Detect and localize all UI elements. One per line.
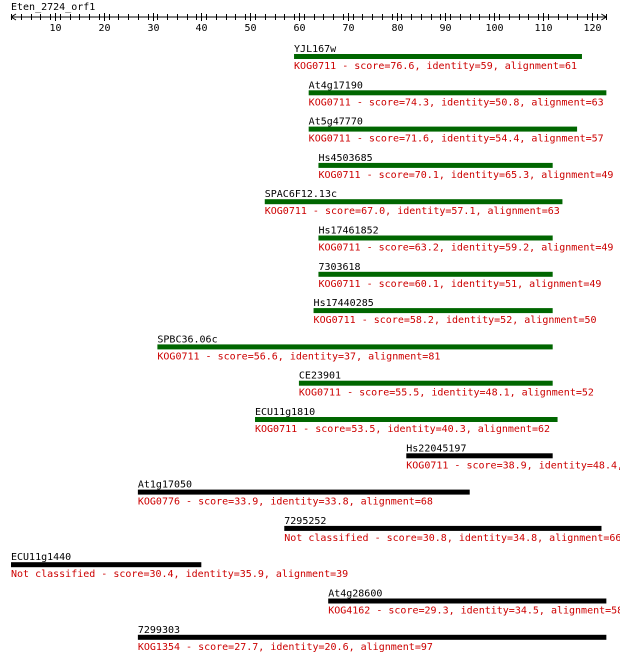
axis-tick-label: 100 bbox=[485, 23, 503, 34]
hit-name: At4g17190 bbox=[309, 80, 363, 91]
axis-tick-label: 20 bbox=[98, 23, 110, 34]
hit-description: KOG0711 - score=53.5, identity=40.3, ali… bbox=[255, 424, 550, 435]
axis-tick-label: 80 bbox=[391, 23, 403, 34]
hit-bar bbox=[406, 453, 553, 459]
hit-name: 7303618 bbox=[318, 262, 360, 273]
hit-row: Hs4503685 KOG0711 - score=70.1, identity=… bbox=[318, 153, 613, 181]
hit-bar bbox=[157, 344, 553, 350]
hit-description: KOG0711 - score=70.1, identity=65.3, ali… bbox=[318, 170, 613, 181]
hit-row: Hs22045197 KOG0711 - score=38.9, identity… bbox=[406, 443, 620, 471]
hit-row: At1g17050 KOG0776 - score=33.9, identity=… bbox=[137, 480, 470, 508]
hit-bar bbox=[313, 308, 553, 314]
hit-row: 7295252 Not classified - score=30.8, iden… bbox=[284, 516, 620, 544]
hit-row: Hs17440285 KOG0711 - score=58.2, identity… bbox=[313, 298, 597, 326]
ruler-axis: 10 20 30 40 50 60 70 80 90 100 110 120 bbox=[10, 13, 607, 34]
hit-name: YJL167w bbox=[294, 44, 337, 55]
hit-name: ECU11g1440 bbox=[11, 552, 71, 563]
hit-name: At4g28600 bbox=[328, 589, 382, 600]
hit-name: Hs22045197 bbox=[406, 443, 466, 454]
hit-row: At4g17190 KOG0711 - score=74.3, identity=… bbox=[308, 80, 607, 108]
hit-row: ECU11g1440 Not classified - score=30.4, i… bbox=[11, 552, 348, 580]
hit-name: SPAC6F12.13c bbox=[265, 189, 337, 200]
hit-bar bbox=[11, 562, 202, 568]
hit-bar bbox=[318, 162, 553, 168]
hit-description: KOG1354 - score=27.7, identity=20.6, ali… bbox=[138, 642, 433, 653]
hit-name: 7295252 bbox=[284, 516, 326, 527]
query-title: Eten_2724_orf1 bbox=[11, 2, 95, 13]
hit-description: KOG0711 - score=60.1, identity=51, align… bbox=[318, 279, 601, 290]
hit-bar bbox=[255, 417, 558, 422]
hit-list: YJL167w KOG0711 - score=76.6, identity=59… bbox=[11, 44, 620, 653]
hit-row: 7303618 KOG0711 - score=60.1, identity=51… bbox=[318, 262, 601, 290]
axis-tick-label: 60 bbox=[293, 23, 305, 34]
hit-description: KOG0711 - score=58.2, identity=52, align… bbox=[314, 315, 597, 326]
hit-description: KOG0711 - score=56.6, identity=37, align… bbox=[157, 351, 440, 362]
axis-tick-label: 70 bbox=[342, 23, 354, 34]
hit-description: KOG0711 - score=55.5, identity=48.1, ali… bbox=[299, 388, 594, 399]
hit-description: KOG0711 - score=67.0, identity=57.1, ali… bbox=[265, 206, 560, 217]
axis-tick-label: 50 bbox=[244, 23, 256, 34]
hit-bar bbox=[298, 380, 553, 386]
hit-name: SPBC36.06c bbox=[157, 334, 217, 345]
hit-name: At1g17050 bbox=[138, 480, 192, 491]
hit-name: At5g47770 bbox=[309, 117, 363, 128]
hit-bar bbox=[264, 199, 563, 205]
hit-name: Hs4503685 bbox=[318, 153, 372, 164]
hit-description: KOG0711 - score=74.3, identity=50.8, ali… bbox=[309, 97, 604, 108]
hit-bar bbox=[308, 126, 578, 132]
hit-description: Not classified - score=30.4, identity=35… bbox=[11, 569, 348, 580]
hit-bar bbox=[137, 634, 607, 640]
hit-description: KOG0711 - score=71.6, identity=54.4, ali… bbox=[309, 134, 604, 145]
axis-right-arrow bbox=[601, 13, 607, 21]
hit-name: 7299303 bbox=[138, 625, 180, 636]
hit-row: At5g47770 KOG0711 - score=71.6, identity=… bbox=[308, 117, 604, 145]
hit-description: KOG0711 - score=76.6, identity=59, align… bbox=[294, 61, 577, 72]
axis-tick-label: 110 bbox=[534, 23, 552, 34]
hit-bar bbox=[328, 598, 607, 604]
hit-row: SPBC36.06c KOG0711 - score=56.6, identity… bbox=[157, 334, 553, 362]
axis-tick-label: 90 bbox=[439, 23, 451, 34]
hit-row: 7299303 KOG1354 - score=27.7, identity=20… bbox=[137, 625, 607, 653]
hit-row: SPAC6F12.13c KOG0711 - score=67.0, identi… bbox=[264, 189, 563, 217]
hit-bar bbox=[294, 54, 582, 59]
axis-tick-label: 30 bbox=[147, 23, 159, 34]
axis-tick-label: 40 bbox=[195, 23, 207, 34]
hit-description: KOG4162 - score=29.3, identity=34.5, ali… bbox=[328, 606, 620, 617]
hit-row: ECU11g1810 KOG0711 - score=53.5, identity… bbox=[255, 407, 558, 435]
axis-tick-label: 10 bbox=[49, 23, 61, 34]
hit-row: Hs17461852 KOG0711 - score=63.2, identity… bbox=[318, 226, 613, 254]
hit-bar bbox=[318, 235, 553, 241]
hit-name: ECU11g1810 bbox=[255, 407, 315, 418]
hit-description: KOG0711 - score=38.9, identity=48.4, ali… bbox=[406, 460, 620, 471]
hit-name: CE23901 bbox=[299, 371, 341, 382]
hit-bar bbox=[137, 489, 470, 495]
hit-description: Not classified - score=30.8, identity=34… bbox=[284, 533, 620, 544]
hit-row: CE23901 KOG0711 - score=55.5, identity=48… bbox=[298, 371, 594, 399]
hit-description: KOG0776 - score=33.9, identity=33.8, ali… bbox=[138, 497, 433, 508]
hit-name: Hs17461852 bbox=[318, 226, 378, 237]
hit-row: At4g28600 KOG4162 - score=29.3, identity=… bbox=[328, 589, 620, 617]
hit-row: YJL167w KOG0711 - score=76.6, identity=59… bbox=[294, 44, 582, 72]
hit-bar bbox=[318, 271, 553, 277]
hit-bar bbox=[308, 90, 607, 96]
axis-tick-label: 120 bbox=[583, 23, 601, 34]
hit-bar bbox=[284, 525, 602, 531]
hit-description: KOG0711 - score=63.2, identity=59.2, ali… bbox=[318, 243, 613, 254]
hit-name: Hs17440285 bbox=[314, 298, 374, 309]
